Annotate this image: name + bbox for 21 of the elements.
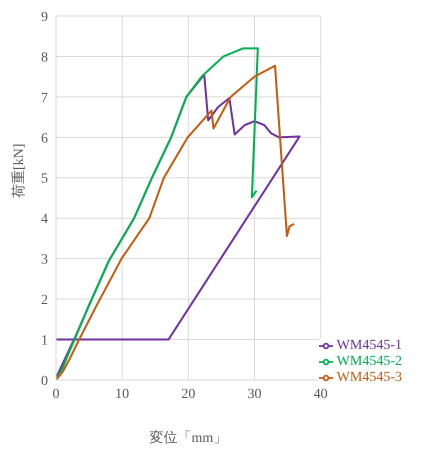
legend-label: WM4545-2 [336,354,402,369]
y-tick-label: 5 [41,172,48,187]
y-tick-label: 1 [41,334,48,349]
y-tick-label: 0 [41,374,48,389]
y-tick-label: 6 [41,131,48,146]
y-tick-label: 9 [41,10,48,25]
x-tick-label: 0 [52,386,60,402]
y-tick-label: 2 [41,293,48,308]
legend-label: WM4545-3 [336,370,402,385]
x-axis-title: 変位「mm」 [149,430,228,446]
y-tick-label: 8 [41,50,48,66]
x-tick-label: 20 [181,386,196,402]
x-tick-label: 30 [248,386,262,402]
y-tick-label: 7 [41,90,48,106]
y-tick-label: 4 [41,212,48,228]
x-tick-label: 10 [115,386,130,402]
line-series [56,47,259,380]
y-tick-label: 3 [41,252,48,268]
legend-label: WM4545-1 [336,338,402,353]
y-axis-title: 荷重[kN] [10,144,27,198]
x-tick-label: 40 [314,386,328,402]
